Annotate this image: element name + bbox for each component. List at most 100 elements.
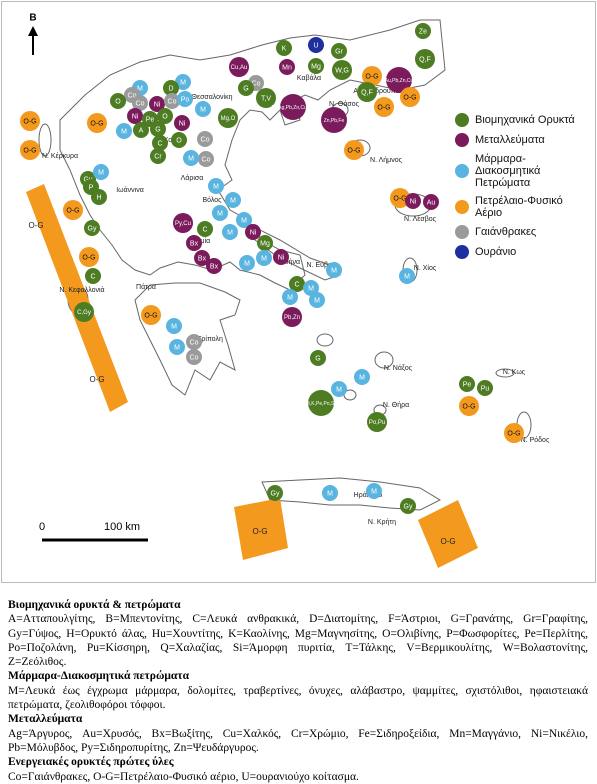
offshore-area bbox=[418, 500, 478, 568]
deposit-marker bbox=[399, 268, 415, 284]
deposit-marker bbox=[400, 87, 420, 107]
deposit-marker bbox=[282, 307, 302, 327]
map: Β 0 100 km O-G O-G O-G O-G Θεσσαλονίκη Καβάλ… bbox=[1, 1, 596, 583]
deposit-marker bbox=[177, 91, 193, 107]
deposit-label: M bbox=[241, 217, 247, 224]
deposit-marker bbox=[85, 268, 101, 284]
deposit-label: Ze bbox=[419, 28, 427, 35]
deposit-marker bbox=[84, 220, 100, 236]
deposit-label: Py,Cu bbox=[175, 221, 191, 227]
deposit-label: K bbox=[282, 45, 287, 52]
legend-swatch bbox=[455, 200, 469, 214]
place-label: Αθήνα bbox=[280, 259, 300, 266]
deposit-marker bbox=[166, 318, 182, 334]
deposit-marker bbox=[390, 188, 410, 208]
deposit-label: C bbox=[202, 226, 207, 233]
deposit-label: O-G bbox=[23, 147, 36, 154]
deposit-label: M bbox=[308, 285, 314, 292]
deposit-marker bbox=[212, 205, 228, 221]
deposit-label: Pu bbox=[481, 385, 490, 392]
offshore-label: O-G bbox=[252, 527, 267, 536]
section-text: A=Ατταπουλγίτης, B=Μπεντονίτης, C=Λευκά … bbox=[8, 613, 588, 669]
section-title: Μάρμαρα-Διακοσμητικά πετρώματα bbox=[8, 670, 190, 683]
legend-label: Βιομηχανικά Ορυκτά bbox=[475, 114, 575, 126]
deposit-marker bbox=[309, 292, 325, 308]
deposit-label: O-G bbox=[507, 430, 520, 437]
deposit-marker bbox=[20, 111, 40, 131]
deposit-marker bbox=[164, 93, 180, 109]
deposit-marker bbox=[132, 95, 148, 111]
legend-item: Ουράνιο bbox=[455, 245, 590, 259]
deposit-label: P bbox=[89, 184, 94, 191]
deposit-marker bbox=[280, 94, 306, 120]
deposit-marker bbox=[344, 140, 364, 160]
section-title: Ενεργειακές ορυκτές πρώτες ύλες bbox=[8, 756, 174, 769]
deposit-label: M bbox=[230, 197, 236, 204]
deposit-label: M bbox=[200, 106, 206, 113]
legend-swatch bbox=[455, 113, 469, 127]
place-label: Ν. Νάξος bbox=[384, 364, 413, 372]
deposit-label: O-G bbox=[90, 120, 103, 127]
deposit-label: M bbox=[217, 210, 223, 217]
deposit-label: M bbox=[244, 260, 250, 267]
description: Βιομηχανικά ορυκτά & πετρώματα A=Ατταπουλ… bbox=[8, 598, 588, 784]
deposit-label: A bbox=[139, 127, 144, 134]
deposit-label: Bx bbox=[198, 255, 207, 262]
deposit-marker bbox=[218, 108, 238, 128]
offshore-areas: O-G O-G O-G O-G bbox=[26, 184, 478, 568]
deposit-marker bbox=[273, 249, 289, 265]
deposit-marker bbox=[279, 59, 295, 75]
deposit-marker bbox=[171, 132, 187, 148]
deposit-label: Mg bbox=[260, 240, 270, 247]
deposit-marker bbox=[194, 250, 210, 266]
offshore-label: O-G bbox=[89, 375, 104, 384]
deposit-label: Ni bbox=[154, 101, 161, 108]
deposit-label: C bbox=[157, 140, 162, 147]
deposit-label: M bbox=[371, 488, 377, 495]
place-label: Θεσσαλονίκη bbox=[192, 93, 233, 101]
deposit-label: M bbox=[359, 374, 365, 381]
deposit-label: Cu,Au bbox=[231, 65, 248, 71]
deposit-label: Cr bbox=[154, 153, 162, 160]
deposit-marker bbox=[149, 96, 165, 112]
deposit-marker bbox=[459, 396, 479, 416]
deposit-marker bbox=[257, 235, 273, 251]
deposit-label: M bbox=[227, 229, 233, 236]
deposit-label: Ni bbox=[179, 120, 186, 127]
place-label: Ν. Ρόδος bbox=[521, 436, 550, 444]
deposit-label: Gy bbox=[88, 225, 97, 232]
place-label: Ιωάννινα bbox=[116, 186, 144, 194]
deposit-label: M bbox=[180, 79, 186, 86]
deposit-marker bbox=[206, 258, 222, 274]
scale-distance: 100 km bbox=[104, 521, 140, 533]
deposit-label: Co bbox=[136, 100, 145, 107]
deposit-marker bbox=[415, 49, 435, 69]
deposit-marker bbox=[256, 250, 272, 266]
deposit-marker bbox=[186, 334, 202, 350]
deposit-label: G bbox=[155, 126, 160, 133]
deposit-marker bbox=[87, 113, 107, 133]
deposit-marker bbox=[366, 483, 382, 499]
place-label: Πάτρα bbox=[136, 283, 156, 291]
deposit-label: Zn,Pb,Fe bbox=[324, 118, 345, 124]
deposit-label: Co bbox=[202, 156, 211, 163]
deposit-marker bbox=[282, 289, 298, 305]
deposit-marker bbox=[183, 150, 199, 166]
north-label: Β bbox=[29, 13, 36, 24]
deposit-marker bbox=[197, 131, 213, 147]
deposit-marker bbox=[110, 93, 126, 109]
deposit-marker bbox=[321, 107, 347, 133]
deposit-label: Co bbox=[168, 98, 177, 105]
deposit-label: Po bbox=[181, 96, 190, 103]
deposit-marker bbox=[20, 140, 40, 160]
deposit-marker bbox=[303, 280, 319, 296]
deposit-marker bbox=[332, 60, 352, 80]
deposit-label: M bbox=[287, 294, 293, 301]
deposit-label: O-G bbox=[377, 104, 390, 111]
deposit-label: T,V bbox=[261, 95, 271, 102]
deposit-label: O-G bbox=[144, 312, 157, 319]
place-label: Ν. Κως bbox=[503, 369, 526, 376]
deposit-marker bbox=[150, 121, 166, 137]
offshore-area bbox=[234, 498, 288, 560]
deposit-label: Gy bbox=[271, 490, 280, 497]
